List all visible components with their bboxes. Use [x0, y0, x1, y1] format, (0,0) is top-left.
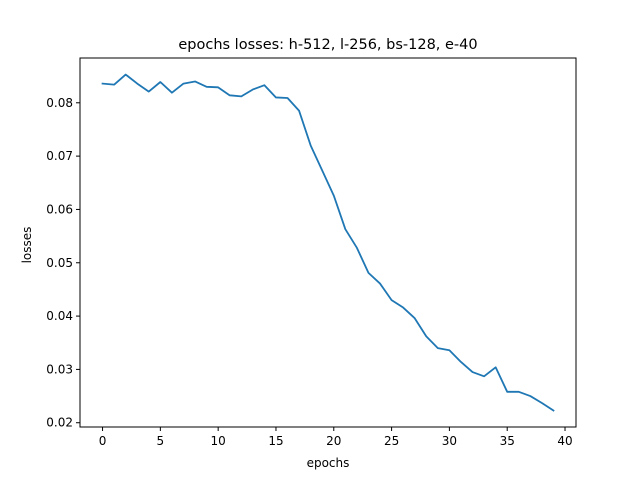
plot-area: 0 5 10 15 20 25 30 35 40 0.02 0.03 0.04 0.05 0.06 0.07… [46, 57, 577, 448]
y-tick-label: 0.03 [46, 362, 73, 376]
x-tick-label: 30 [442, 434, 457, 448]
axes-frame [79, 57, 577, 428]
y-tick-label: 0.02 [46, 416, 73, 430]
y-axis-label: losses [20, 227, 34, 264]
y-tick-label: 0.07 [46, 149, 73, 163]
x-tick-label: 35 [500, 434, 515, 448]
x-tick-label: 15 [268, 434, 283, 448]
x-tick-label: 20 [326, 434, 341, 448]
y-tick-label: 0.08 [46, 96, 73, 110]
series-line-0 [101, 73, 555, 412]
chart-title: epochs losses: h-512, l-256, bs-128, e-4… [178, 37, 477, 53]
y-tick-label: 0.05 [46, 256, 73, 270]
x-tick-label: 25 [384, 434, 399, 448]
x-axis-label: epochs [307, 456, 350, 470]
y-tick-label: 0.06 [46, 202, 73, 216]
x-tick-label: 10 [211, 434, 226, 448]
x-tick-label: 40 [557, 434, 572, 448]
x-tick-label: 0 [99, 434, 107, 448]
y-tick-label: 0.04 [46, 309, 73, 323]
x-tick-label: 5 [157, 434, 165, 448]
